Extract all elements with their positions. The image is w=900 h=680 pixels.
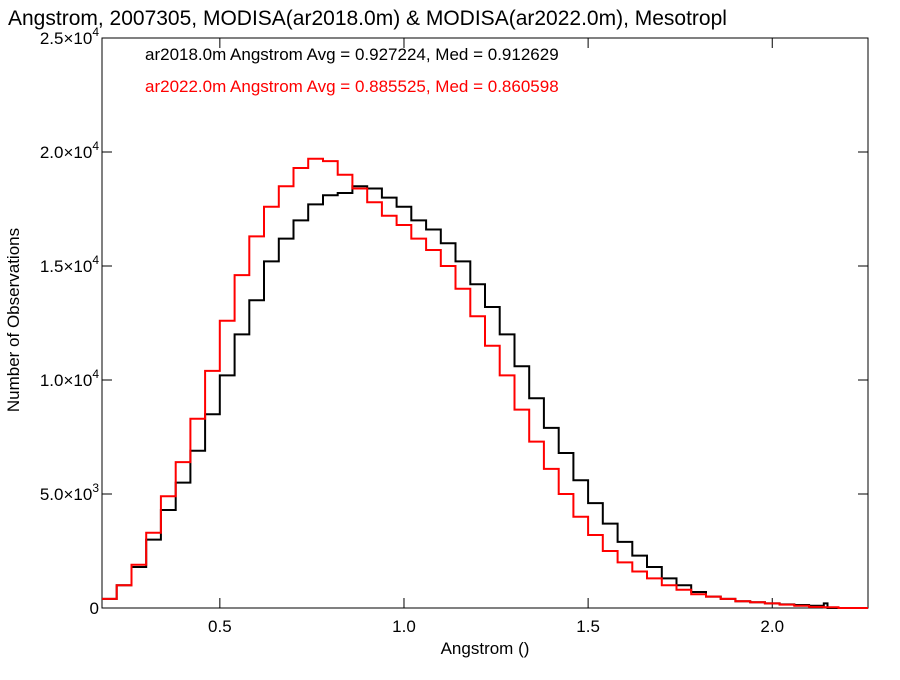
x-tick-label: 0.5 xyxy=(208,617,232,636)
y-tick-label: 2.0×104 xyxy=(40,139,99,162)
x-tick-label: 1.5 xyxy=(576,617,600,636)
y-tick-label: 1.0×104 xyxy=(40,367,99,390)
x-tick-label: 1.0 xyxy=(392,617,416,636)
chart-title: Angstrom, 2007305, MODISA(ar2018.0m) & M… xyxy=(8,7,727,30)
y-tick-label: 5.0×103 xyxy=(40,481,99,504)
y-tick-label: 1.5×104 xyxy=(40,253,99,276)
y-axis-label: Number of Observations xyxy=(4,228,23,412)
legend-series-1: ar2018.0m Angstrom Avg = 0.927224, Med =… xyxy=(145,45,559,64)
series-line-2 xyxy=(102,157,868,609)
y-tick-label: 2.5×104 xyxy=(40,25,99,48)
legend-series-2: ar2022.0m Angstrom Avg = 0.885525, Med =… xyxy=(145,77,559,96)
x-tick-label: 2.0 xyxy=(760,617,784,636)
plot-frame xyxy=(101,37,869,609)
series-line-1 xyxy=(102,185,868,609)
y-tick-label: 0 xyxy=(90,599,99,618)
x-axis-label: Angstrom () xyxy=(441,639,530,658)
